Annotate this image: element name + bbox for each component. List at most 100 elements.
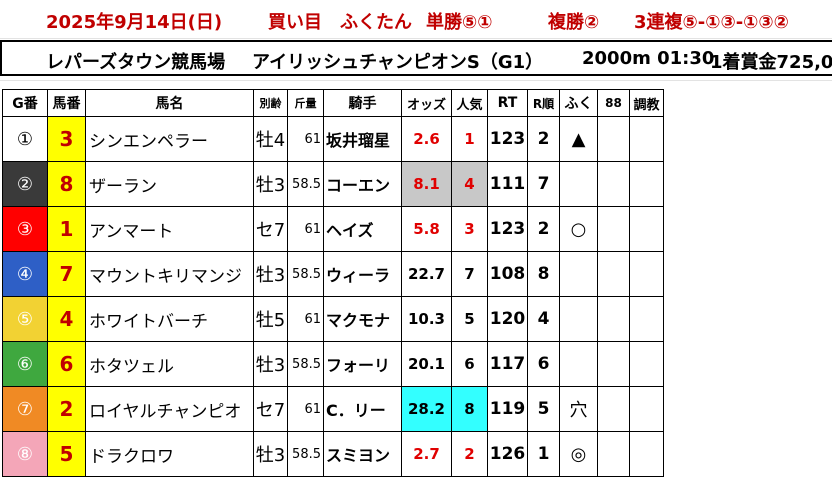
- course-name: レパーズタウン競馬場: [46, 52, 226, 73]
- col-pop: 人気: [451, 89, 488, 117]
- horse-age: 牡3: [253, 251, 288, 297]
- training-cell: [629, 251, 664, 297]
- carried-weight: 61: [287, 116, 324, 162]
- horse-age: 牡3: [253, 161, 288, 207]
- rating-rank: 6: [527, 341, 560, 387]
- table-row: ⑥ 6 ホタツェル 牡3 58.5 フォーリ 20.1 6 117 6: [2, 341, 664, 387]
- col-rt: RT: [487, 89, 528, 117]
- horse-number: 4: [47, 296, 86, 342]
- training-cell: [629, 116, 664, 162]
- fukutan-label: ふくたん: [340, 12, 412, 33]
- horse-name: ホワイトバーチ: [85, 296, 254, 342]
- rating-rank: 4: [527, 296, 560, 342]
- carried-weight: 58.5: [287, 341, 324, 387]
- horse-number: 7: [47, 251, 86, 297]
- race-info-row: レパーズタウン競馬場 アイリッシュチャンピオンS（G1） 2000m 01:30…: [0, 40, 832, 76]
- jockey-name: ウィーラ: [323, 251, 402, 297]
- training-cell: [629, 296, 664, 342]
- col-age: 別齢: [253, 89, 288, 117]
- jockey-name: 坂井瑠星: [323, 116, 402, 162]
- col-88-cell: [597, 116, 630, 162]
- table-row: ① 3 シンエンペラー 牡4 61 坂井瑠星 2.6 1 123 2 ▲: [2, 116, 664, 162]
- race-name: アイリッシュチャンピオンS（G1）: [252, 52, 544, 73]
- rating: 126: [487, 431, 528, 477]
- table-row: ③ 1 アンマート セ7 61 ヘイズ 5.8 3 123 2 ○: [2, 206, 664, 252]
- prediction-mark: [559, 251, 598, 297]
- rating: 108: [487, 251, 528, 297]
- gate-cell: ③: [2, 206, 48, 252]
- col-gate: G番: [2, 89, 48, 117]
- gate-cell: ①: [2, 116, 48, 162]
- rating: 117: [487, 341, 528, 387]
- popularity: 3: [451, 206, 488, 252]
- horse-number: 6: [47, 341, 86, 387]
- carried-weight: 58.5: [287, 431, 324, 477]
- title-row: 2025年9月14日(日) 買い目 ふくたん 単勝⑤① 複勝② 3連複⑤-①③-…: [0, 0, 832, 38]
- training-cell: [629, 386, 664, 432]
- popularity: 8: [451, 386, 488, 432]
- rating-rank: 2: [527, 206, 560, 252]
- horse-name: ロイヤルチャンピオ: [85, 386, 254, 432]
- table-row: ⑤ 4 ホワイトバーチ 牡5 61 マクモナ 10.3 5 120 4: [2, 296, 664, 342]
- odds: 28.2: [401, 386, 452, 432]
- prediction-mark: [559, 161, 598, 207]
- horse-number: 8: [47, 161, 86, 207]
- rating-rank: 1: [527, 431, 560, 477]
- col-88-cell: [597, 386, 630, 432]
- horse-age: 牡4: [253, 116, 288, 162]
- rating: 120: [487, 296, 528, 342]
- rating-rank: 7: [527, 161, 560, 207]
- horse-number: 3: [47, 116, 86, 162]
- horse-age: セ7: [253, 206, 288, 252]
- odds: 2.7: [401, 431, 452, 477]
- col-rank: R順: [527, 89, 560, 117]
- horse-name: ホタツェル: [85, 341, 254, 387]
- prediction-mark: 穴: [559, 386, 598, 432]
- horse-number: 1: [47, 206, 86, 252]
- grid-line: [0, 80, 832, 81]
- training-cell: [629, 431, 664, 477]
- distance-time: 2000m 01:30: [582, 48, 715, 69]
- col-88-cell: [597, 251, 630, 297]
- training-cell: [629, 341, 664, 387]
- col-88-cell: [597, 341, 630, 387]
- prediction-mark: [559, 341, 598, 387]
- fukusho-pick: 複勝②: [548, 12, 600, 33]
- popularity: 6: [451, 341, 488, 387]
- odds: 8.1: [401, 161, 452, 207]
- rating-rank: 2: [527, 116, 560, 162]
- rating: 123: [487, 206, 528, 252]
- gate-cell: ②: [2, 161, 48, 207]
- horse-age: 牡3: [253, 341, 288, 387]
- race-card-table: G番 馬番 馬名 別齢 斤量 騎手 オッズ 人気 RT R順 ふく 88 調教 …: [2, 89, 664, 477]
- col-num: 馬番: [47, 89, 86, 117]
- bet-label: 買い目: [268, 12, 322, 33]
- popularity: 5: [451, 296, 488, 342]
- tansho-pick: 単勝⑤①: [426, 12, 493, 33]
- horse-name: ザーラン: [85, 161, 254, 207]
- horse-name: アンマート: [85, 206, 254, 252]
- horse-age: 牡3: [253, 431, 288, 477]
- odds: 2.6: [401, 116, 452, 162]
- odds: 22.7: [401, 251, 452, 297]
- rating: 111: [487, 161, 528, 207]
- carried-weight: 61: [287, 386, 324, 432]
- sanrenpuku-pick: 3連複⑤-①③-①③②: [634, 12, 789, 33]
- table-row: ⑦ 2 ロイヤルチャンピオ セ7 61 C．リー 28.2 8 119 5 穴: [2, 386, 664, 432]
- training-cell: [629, 206, 664, 252]
- odds: 10.3: [401, 296, 452, 342]
- popularity: 4: [451, 161, 488, 207]
- col-name: 馬名: [85, 89, 254, 117]
- grid-line: [0, 38, 832, 39]
- col-training: 調教: [629, 89, 664, 117]
- horse-name: マウントキリマンジ: [85, 251, 254, 297]
- rating: 119: [487, 386, 528, 432]
- col-weight: 斤量: [287, 89, 324, 117]
- gate-cell: ④: [2, 251, 48, 297]
- jockey-name: ヘイズ: [323, 206, 402, 252]
- prediction-mark: ◎: [559, 431, 598, 477]
- jockey-name: フォーリ: [323, 341, 402, 387]
- rating: 123: [487, 116, 528, 162]
- popularity: 1: [451, 116, 488, 162]
- popularity: 7: [451, 251, 488, 297]
